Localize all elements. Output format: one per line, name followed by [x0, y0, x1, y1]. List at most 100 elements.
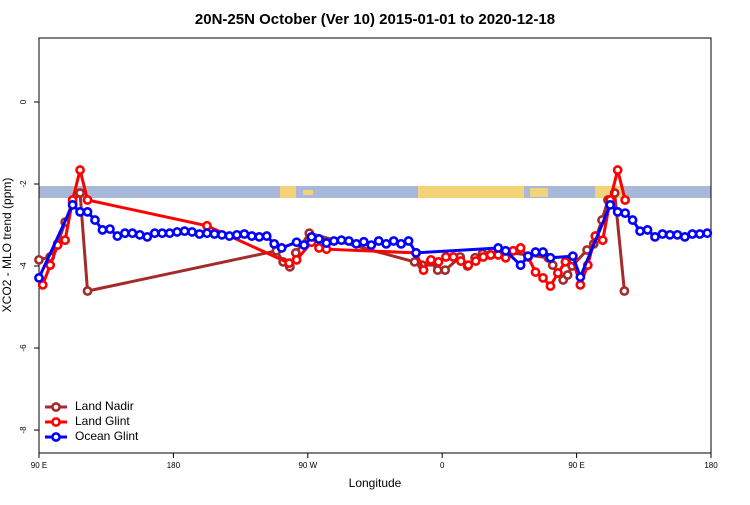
data-point — [329, 236, 339, 246]
data-point — [246, 231, 257, 241]
x-tick-label: 180 — [704, 461, 718, 470]
data-point — [418, 265, 429, 276]
data-point — [493, 243, 504, 253]
data-point — [291, 254, 302, 265]
legend-marker — [51, 417, 61, 427]
data-point — [702, 228, 713, 239]
data-point — [411, 247, 421, 258]
data-point — [441, 252, 451, 262]
data-point — [635, 226, 645, 237]
chart-title: 20N-25N October (Ver 10) 2015-01-01 to 2… — [195, 11, 555, 28]
data-point — [75, 165, 85, 175]
data-point — [284, 258, 295, 269]
data-point — [619, 286, 630, 296]
data-point — [261, 231, 272, 241]
y-axis-label: XCO2 - MLO trend (ppm) — [0, 178, 14, 313]
data-point — [553, 268, 563, 278]
data-point — [530, 247, 541, 257]
data-point — [142, 231, 153, 242]
data-point — [82, 286, 93, 296]
data-point — [82, 195, 93, 205]
data-point — [314, 234, 324, 244]
data-point — [366, 240, 377, 250]
data-point — [515, 243, 526, 253]
data-point — [612, 165, 623, 175]
data-point — [508, 245, 519, 256]
data-point — [545, 281, 556, 291]
data-point — [239, 229, 250, 239]
data-point — [75, 188, 85, 198]
data-point — [523, 251, 533, 262]
data-point — [224, 231, 235, 241]
data-point — [403, 236, 414, 246]
data-point — [373, 236, 384, 246]
data-point — [538, 272, 548, 283]
data-point — [134, 229, 145, 240]
data-point — [440, 265, 451, 276]
data-point — [194, 229, 205, 239]
data-point — [620, 208, 631, 219]
data-point — [231, 229, 242, 240]
data-point — [45, 260, 56, 271]
data-point — [432, 265, 443, 276]
y-tick-label: -8 — [19, 426, 28, 434]
data-point — [455, 256, 466, 266]
data-point — [575, 279, 586, 290]
data-point — [478, 252, 489, 262]
data-point — [396, 238, 407, 249]
data-point — [217, 229, 227, 240]
data-point — [388, 236, 399, 246]
data-point — [276, 243, 287, 253]
data-point — [202, 228, 212, 239]
data-point — [463, 260, 474, 271]
data-point — [657, 229, 668, 239]
data-point — [67, 200, 78, 210]
data-point — [627, 215, 638, 225]
data-point — [60, 235, 71, 246]
data-point — [336, 235, 347, 246]
data-point — [426, 254, 436, 265]
data-point — [306, 231, 317, 242]
data-point — [665, 229, 675, 240]
data-point — [82, 206, 93, 217]
data-point — [97, 225, 108, 235]
data-point — [560, 257, 571, 267]
data-point — [358, 236, 369, 247]
data-point — [254, 231, 265, 242]
x-tick-label: 180 — [167, 461, 181, 470]
data-point — [149, 228, 160, 239]
data-point — [485, 250, 496, 260]
data-point — [650, 231, 660, 242]
legend-label: Ocean Glint — [75, 429, 139, 443]
x-tick-label: 0 — [440, 461, 445, 470]
map-strip — [39, 186, 711, 198]
data-point — [679, 231, 690, 242]
data-point — [90, 215, 100, 225]
data-point — [299, 240, 309, 250]
data-point — [687, 229, 698, 239]
data-point — [321, 238, 332, 248]
data-point — [620, 195, 631, 205]
data-point — [433, 257, 444, 267]
data-point — [75, 206, 85, 217]
data-point — [409, 257, 420, 267]
data-point — [515, 260, 526, 271]
data-point — [545, 252, 556, 263]
data-point — [530, 267, 541, 278]
data-point — [597, 235, 608, 246]
data-point — [291, 237, 302, 248]
data-point — [314, 243, 324, 253]
data-point — [470, 256, 481, 266]
legend-marker — [51, 402, 61, 412]
x-tick-label: 90 E — [31, 461, 47, 470]
data-point — [164, 228, 175, 239]
data-point — [127, 228, 138, 239]
y-tick-label: 0 — [19, 99, 28, 104]
data-point — [612, 206, 623, 217]
x-axis-label: Longitude — [349, 476, 402, 490]
data-point — [209, 229, 220, 239]
legend-label: Land Nadir — [75, 399, 134, 413]
data-point — [179, 226, 190, 237]
